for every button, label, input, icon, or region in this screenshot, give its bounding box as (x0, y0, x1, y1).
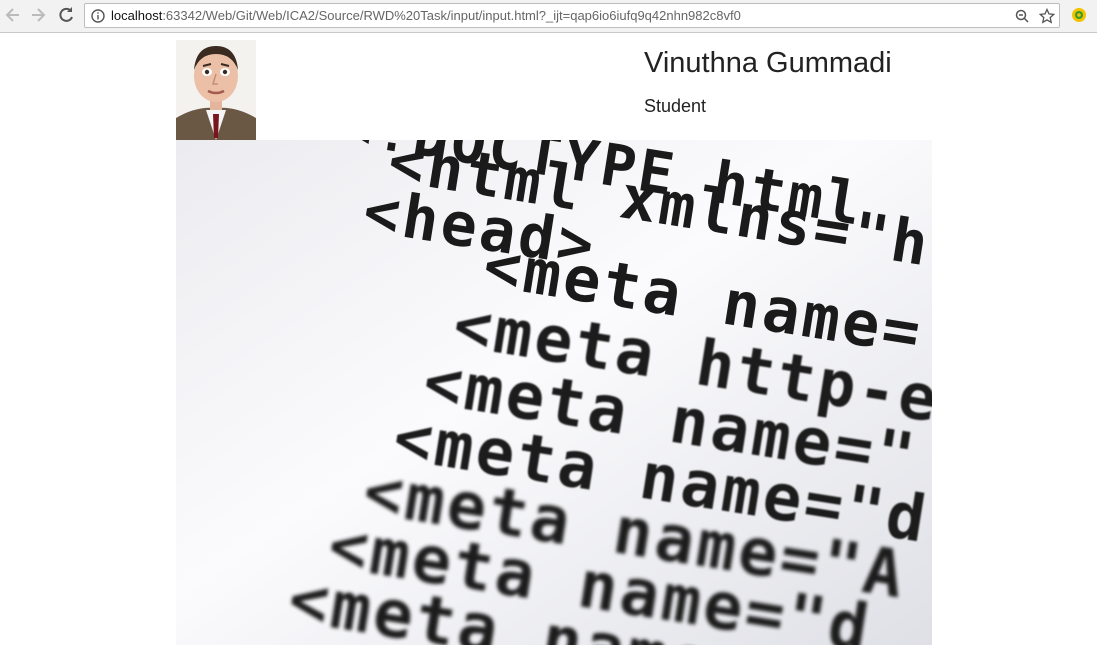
bookmark-star[interactable] (1039, 8, 1055, 24)
url: localhost:63342/Web/Git/Web/ICA2/Source/… (111, 8, 741, 23)
url-host: localhost (111, 8, 163, 23)
back-button[interactable] (2, 4, 24, 26)
extension-icon[interactable] (1071, 7, 1087, 23)
profile-photo (176, 40, 256, 140)
info-icon (91, 9, 105, 23)
banner-image: <!DOCTYPE html<html xmlns="h<head><meta … (176, 140, 932, 645)
banner-background (176, 140, 932, 645)
profile-role: Student (644, 96, 707, 116)
zoom-icon[interactable] (1015, 9, 1029, 23)
url-path: :63342/Web/Git/Web/ICA2/Source/RWD%20Tas… (162, 8, 741, 23)
address-bar[interactable]: localhost:63342/Web/Git/Web/ICA2/Source/… (84, 3, 1060, 28)
browser-toolbar: localhost:63342/Web/Git/Web/ICA2/Source/… (0, 0, 1097, 33)
profile-name: Vinuthna Gummadi (644, 47, 892, 79)
forward-button[interactable] (27, 4, 49, 26)
reload-button[interactable] (55, 4, 77, 26)
